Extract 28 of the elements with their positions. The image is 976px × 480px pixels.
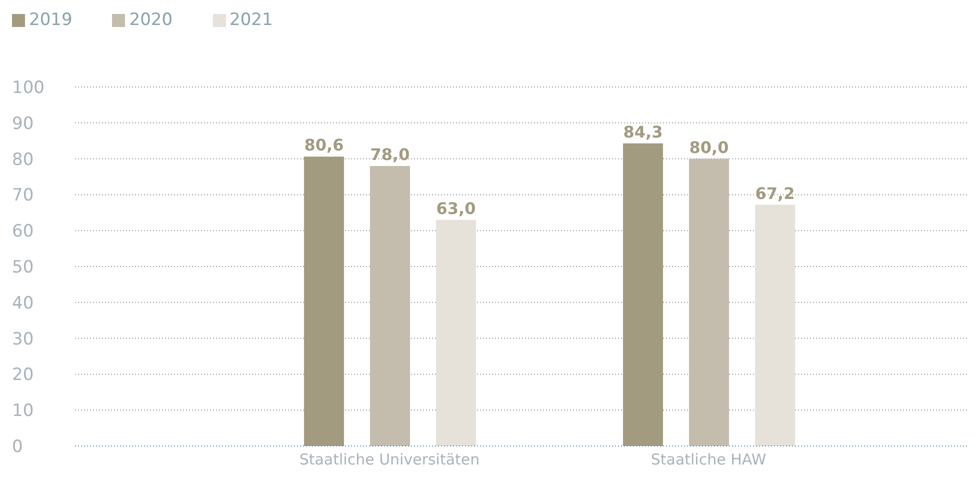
y-tick-label: 50 [12, 258, 34, 278]
y-tick-label: 70 [12, 186, 34, 206]
data-label: 78,0 [370, 144, 410, 164]
data-label: 84,3 [623, 122, 663, 142]
bar [436, 220, 476, 446]
x-tick-label: Staatliche Universitäten [299, 450, 480, 469]
legend-label: 2019 [29, 10, 72, 30]
x-tick-label: Staatliche HAW [650, 450, 766, 469]
bar [623, 143, 663, 446]
bar [370, 166, 410, 446]
y-tick-label: 40 [12, 293, 34, 314]
bar [755, 204, 795, 446]
data-label: 63,0 [436, 198, 476, 218]
y-tick-label: 90 [12, 114, 34, 134]
data-label: 67,2 [755, 184, 795, 203]
legend-label: 2021 [230, 10, 273, 30]
y-tick-label: 30 [12, 329, 34, 350]
data-label: 80,6 [304, 136, 344, 155]
bar [304, 156, 344, 446]
y-tick-label: 80 [12, 150, 34, 170]
y-tick-label: 20 [12, 365, 34, 386]
data-label: 80,0 [689, 138, 729, 157]
y-tick-label: 60 [12, 222, 34, 242]
y-tick-label: 100 [12, 78, 44, 98]
legend-label: 2020 [129, 10, 173, 30]
bar [689, 158, 729, 446]
y-tick-label: 0 [12, 437, 23, 458]
y-tick-label: 10 [12, 401, 34, 422]
